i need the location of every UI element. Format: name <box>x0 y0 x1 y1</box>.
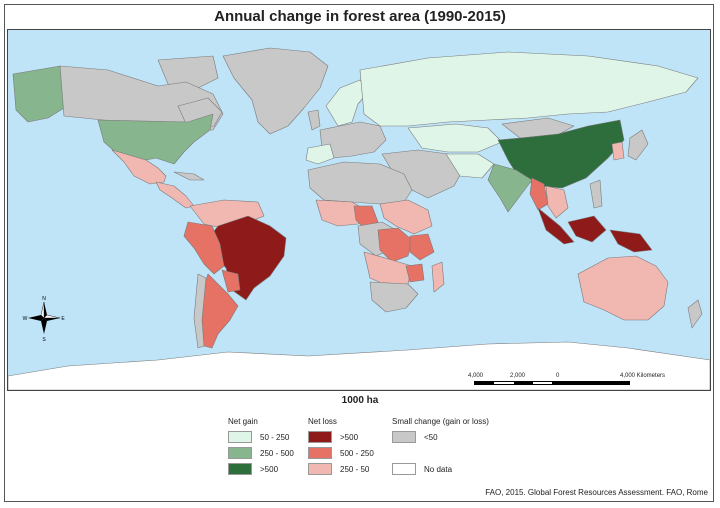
region-caribbean <box>173 171 205 181</box>
region-south-africa <box>369 281 419 313</box>
region-russia <box>359 51 699 127</box>
compass-east: E <box>61 316 65 322</box>
legend-swatch <box>392 431 416 443</box>
region-central-asia <box>407 123 503 153</box>
legend-swatch <box>228 447 252 459</box>
region-antarctica <box>8 341 710 390</box>
scale-bar-graphic <box>474 381 630 385</box>
region-mongolia <box>501 117 575 139</box>
legend-label: 250 - 500 <box>260 449 294 458</box>
region-drc <box>377 227 413 263</box>
region-iberia <box>305 143 335 165</box>
scale-label: 4,000 Kilometers <box>620 373 666 379</box>
region-new-zealand <box>687 299 703 329</box>
region-madagascar <box>431 261 445 293</box>
legend-net-gain: Net gain 50 - 250 250 - 500 >500 <box>228 417 308 481</box>
legend-label: No data <box>424 465 453 474</box>
region-andes <box>183 221 225 275</box>
region-west-africa <box>315 199 367 227</box>
compass-west: W <box>23 316 28 322</box>
legend-group-title: Small change (gain or loss) <box>392 417 489 426</box>
compass-rose: N S E W <box>23 296 66 343</box>
compass-north: N <box>42 296 46 302</box>
region-india <box>487 163 533 213</box>
region-australia <box>577 255 669 321</box>
region-greenland <box>222 47 329 135</box>
region-uk <box>307 109 321 131</box>
scale-label: 4,000 <box>468 373 484 379</box>
region-indonesia-islands <box>567 215 607 243</box>
legend-title: 1000 ha <box>341 395 379 406</box>
legend-swatch <box>308 431 332 443</box>
legend-label: <50 <box>424 433 438 442</box>
region-zimbabwe <box>405 263 425 283</box>
compass-south: S <box>42 337 46 343</box>
region-iran <box>445 153 495 179</box>
legend-swatch <box>308 463 332 475</box>
legend-swatch <box>308 447 332 459</box>
legend-label: >500 <box>340 433 359 442</box>
legend-label: 50 - 250 <box>260 433 290 442</box>
region-myanmar <box>529 177 549 211</box>
map-title: Annual change in forest area (1990-2015) <box>214 8 506 25</box>
legend-label: >500 <box>260 465 279 474</box>
legend-swatch <box>228 431 252 443</box>
region-indonesia <box>537 207 575 245</box>
legend-label: 250 - 50 <box>340 465 370 474</box>
scale-bar: 4,000 2,000 0 4,000 Kilometers <box>468 373 665 389</box>
legend-group-title: Net gain <box>228 417 258 426</box>
legend-label: 500 - 250 <box>340 449 374 458</box>
region-arctic-islands <box>157 55 219 91</box>
legend-net-loss: Net loss >500 500 - 250 250 - 50 <box>308 417 388 481</box>
world-map: N S E W <box>8 30 710 390</box>
map-panel: N S E W <box>7 29 711 391</box>
map-frame <box>4 4 714 502</box>
legend-small-change: Small change (gain or loss) <50 No data <box>392 417 522 481</box>
region-philippines <box>589 179 603 209</box>
legend-group-title: Net loss <box>308 417 337 426</box>
source-credit: FAO, 2015. Global Forest Resources Asses… <box>485 488 708 497</box>
region-chile <box>193 273 207 349</box>
region-paraguay <box>221 269 241 293</box>
region-mexico <box>111 149 167 185</box>
region-new-guinea <box>609 229 653 253</box>
region-korea <box>611 141 625 161</box>
region-japan <box>627 129 649 161</box>
region-east-africa <box>379 199 433 235</box>
legend-swatch <box>392 463 416 475</box>
legend-swatch <box>228 463 252 475</box>
region-se-asia <box>545 185 569 219</box>
region-central-america <box>155 181 195 209</box>
scale-label: 2,000 <box>510 373 526 379</box>
scale-label: 0 <box>556 373 560 379</box>
region-tanzania <box>409 233 435 261</box>
